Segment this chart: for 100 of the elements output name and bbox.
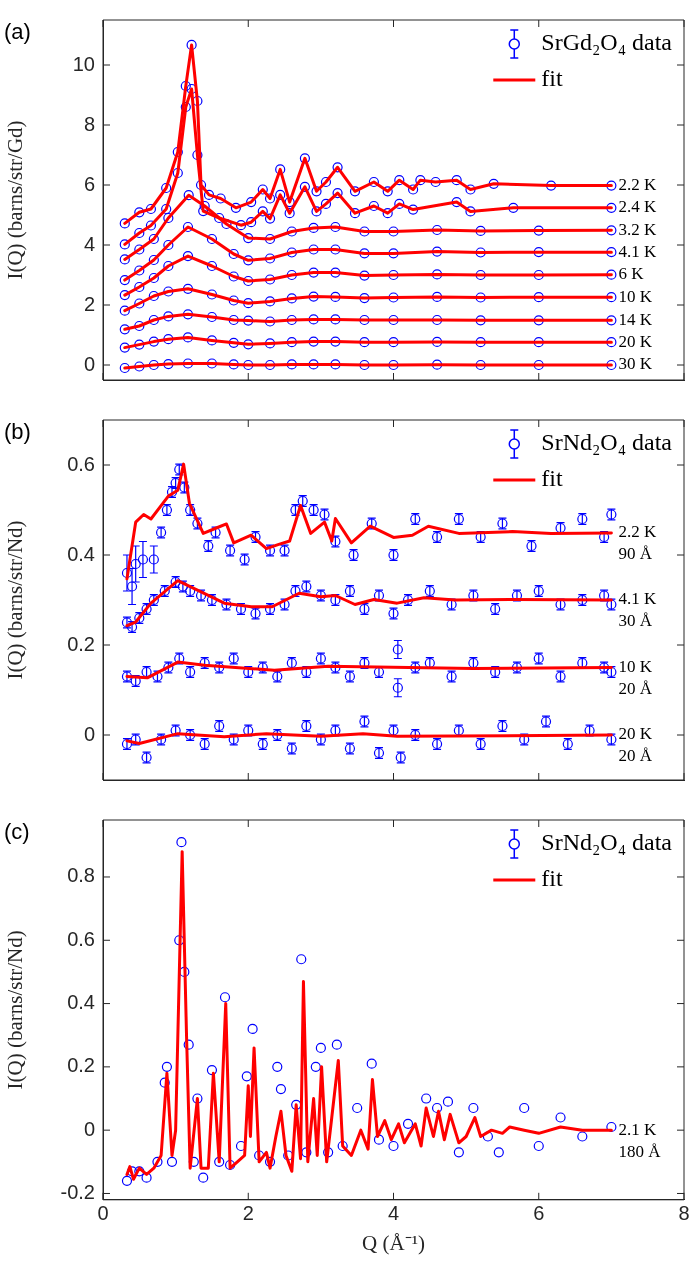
text: (a) [4,19,31,45]
point [119,275,130,286]
point [161,1061,173,1072]
legend-label: fit [541,465,563,492]
y-tick-label: 0.4 [67,542,95,565]
point [475,269,486,281]
point [134,281,145,293]
point [275,189,286,200]
point [275,1083,287,1095]
point [475,337,486,348]
point [320,198,332,209]
annotation: 30 K [618,354,653,374]
point [284,208,295,219]
point [183,1039,194,1050]
point [264,274,276,285]
point [349,208,361,219]
legend-label: SrNd₂O₄ data [541,829,673,856]
y-tick-label: 0 [83,352,95,375]
point [134,298,145,309]
point [388,337,399,348]
point [264,296,276,307]
point [186,39,197,50]
point [431,291,443,302]
point [206,335,218,346]
point [337,1140,348,1152]
x-tick-label: 2 [242,1202,254,1225]
point [308,314,319,325]
point [301,1147,312,1158]
point [121,567,133,579]
point [206,289,218,300]
x-tick-label: 6 [533,1202,545,1225]
point [323,1147,334,1158]
point [402,1118,414,1129]
point [119,254,130,265]
point [264,233,276,245]
point [382,186,393,197]
point [359,293,370,304]
point [493,1147,504,1158]
point [264,316,276,327]
x-tick-label: 4 [387,1202,400,1225]
point [228,295,239,306]
point [166,1156,178,1167]
y-tick-label: 2 [83,292,95,315]
y-tick-label: -0.2 [60,1180,95,1203]
x-tick-label: 8 [678,1202,690,1225]
point [163,260,174,272]
point [332,162,343,173]
point [247,1023,258,1034]
point [606,1121,617,1133]
point [286,314,297,326]
legend-label: fit [541,865,563,892]
point [286,359,297,370]
point [134,1166,145,1177]
point [606,202,617,213]
point [431,1102,443,1114]
annotation: 10 K 20 Å [618,656,653,698]
point [465,206,476,217]
point [148,254,159,266]
point [206,311,218,323]
point [148,336,159,347]
point [134,265,145,276]
point [431,224,443,236]
point [475,225,486,236]
point [145,220,157,231]
point [264,253,276,264]
point [257,206,268,217]
y-axis-title: I(Q) (barns/str/Nd) [3,930,28,1090]
point [373,1134,385,1145]
point [172,167,183,179]
annotation: 3.2 K [618,219,657,239]
y-tick-label: 0.4 [67,991,95,1014]
point [134,339,145,350]
point [119,324,130,335]
point [272,1061,283,1072]
point [368,200,379,212]
point [388,292,399,303]
point [206,1064,218,1076]
point [182,332,194,343]
point [308,359,319,370]
y-tick-label: 4 [83,232,95,255]
point [388,226,399,237]
annotation: 4.1 K 30 Å [618,589,657,631]
point [163,359,174,370]
point [161,203,172,215]
point [163,286,174,297]
point [533,337,544,348]
point [349,186,361,197]
point [182,251,194,262]
point [243,255,254,266]
point [310,1061,321,1072]
point [148,359,159,371]
point [533,1140,544,1152]
point [299,153,310,164]
point [359,226,370,237]
point [215,193,226,204]
annotation: 14 K [618,309,653,329]
y-tick-label: 0.6 [67,452,95,475]
point [246,217,257,228]
point [126,581,138,592]
point [246,197,257,208]
